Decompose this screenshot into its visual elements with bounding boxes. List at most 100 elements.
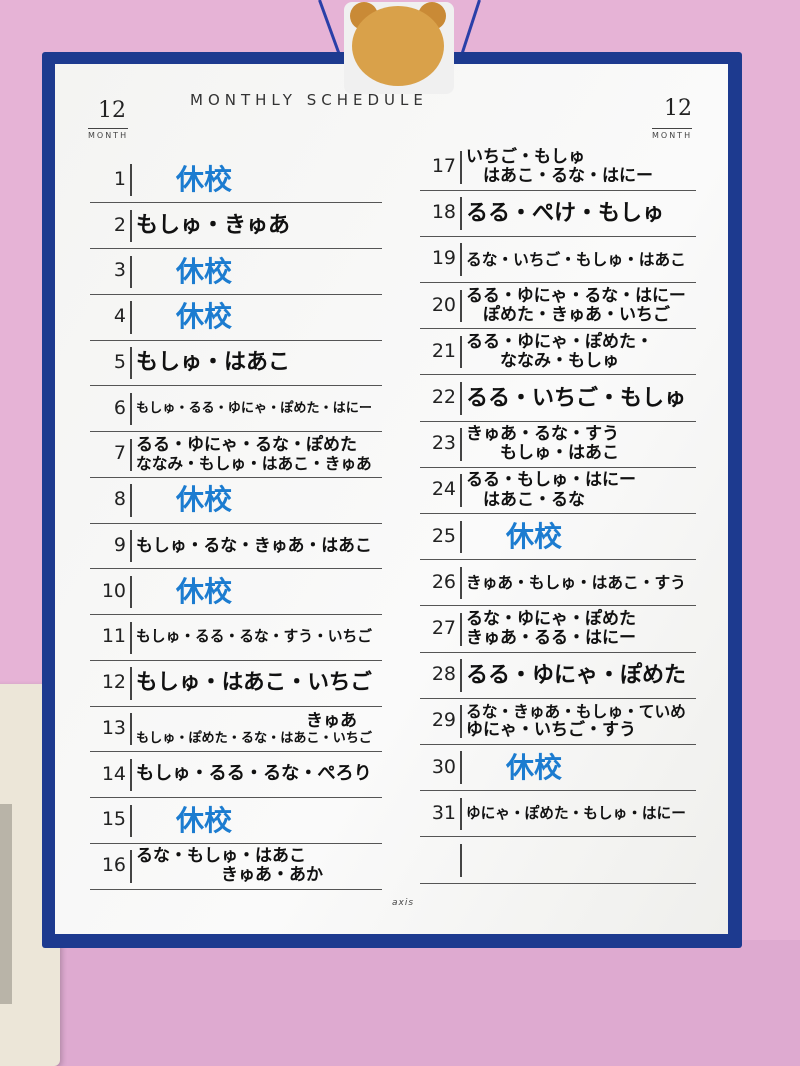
divider: [460, 243, 462, 277]
month-number-left: 12: [98, 98, 126, 123]
schedule-row: 6 もしゅ・るる・ゆにゃ・ぽめた・はにー: [90, 387, 382, 432]
day-entry: [466, 838, 696, 883]
day-number: 12: [101, 671, 126, 694]
divider: [130, 484, 132, 517]
day-number: 1: [113, 167, 126, 190]
bear-sticker: [344, 2, 454, 94]
month-label-left: MONTH: [88, 128, 129, 140]
schedule-row: 11 もしゅ・るる・るな・すう・いちご: [90, 616, 382, 661]
attendee-names: るる・ゆにゃ・るな・ぽめた: [136, 434, 357, 455]
attendee-names: ゆにゃ・いちご・すう: [466, 719, 636, 740]
attendee-names: もしゅ・るる・るな・ぺろり: [136, 763, 372, 785]
attendee-names: きゅあ・あか: [136, 865, 323, 886]
schedule-row: 23 きゅあ・るな・すう もしゅ・はあこ: [420, 422, 696, 468]
day-entry: るな・いちご・もしゅ・はあこ: [466, 237, 696, 282]
attendee-names: もしゅ・ぽめた・るな・はあこ・いちご: [136, 731, 372, 747]
day-number: 15: [101, 808, 126, 831]
day-number: 5: [113, 350, 126, 373]
divider: [130, 255, 132, 288]
day-entry: もしゅ・るる・ゆにゃ・ぽめた・はにー: [136, 387, 382, 431]
day-number: 14: [101, 762, 126, 785]
schedule-row: 29 るな・きゅあ・もしゅ・ていめ ゆにゃ・いちご・すう: [420, 699, 696, 745]
schedule-row: 2 もしゅ・きゅあ: [90, 204, 382, 249]
schedule-row: 26 きゅあ・もしゅ・はあこ・すう: [420, 561, 696, 607]
day-entry: もしゅ・きゅあ: [136, 204, 382, 248]
divider: [130, 850, 132, 883]
day-entry: もしゅ・るる・るな・すう・いちご: [136, 616, 382, 660]
schedule-row: 22 るる・いちご・もしゅ: [420, 376, 696, 422]
day-number: 17: [431, 155, 456, 178]
day-number: 21: [431, 339, 456, 362]
divider: [130, 301, 132, 334]
day-entry: るる・ぺけ・もしゅ: [466, 191, 696, 236]
attendee-names: るる・いちご・もしゅ: [466, 385, 687, 411]
attendee-names: きゅあ: [136, 710, 357, 731]
attendee-names: もしゅ・きゅあ: [136, 213, 291, 239]
attendee-names: るな・もしゅ・はあこ: [136, 845, 306, 866]
school-closed-label: 休校: [176, 574, 233, 608]
day-entry: きゅあ・るな・すう もしゅ・はあこ: [466, 422, 696, 467]
schedule-row: 24 るる・もしゅ・はにー はあこ・るな: [420, 468, 696, 514]
day-entry: るる・いちご・もしゅ: [466, 376, 696, 421]
divider: [460, 151, 462, 184]
schedule-row: 20 るる・ゆにゃ・るな・はにー ぽめた・きゅあ・いちご: [420, 284, 696, 330]
schedule-row: 18 るる・ぺけ・もしゅ: [420, 191, 696, 237]
day-number: 28: [431, 663, 456, 686]
schedule-row: 30 休校: [420, 745, 696, 792]
attendee-names: はあこ・るな・はにー: [466, 166, 653, 187]
switch-plate: [0, 804, 12, 1004]
attendee-names: ゆにゃ・ぽめた・もしゅ・はにー: [466, 804, 686, 822]
school-closed-label: 休校: [176, 300, 233, 334]
divider: [130, 347, 132, 380]
day-number: 30: [431, 755, 456, 778]
school-closed-label: 休校: [176, 483, 233, 517]
divider: [130, 621, 132, 654]
attendee-names: いちご・もしゅ: [466, 146, 585, 167]
divider: [460, 428, 462, 461]
day-entry: るな・きゅあ・もしゅ・ていめ ゆにゃ・いちご・すう: [466, 699, 696, 744]
wall: [0, 940, 800, 1066]
day-number: 31: [431, 801, 456, 824]
schedule-row: 28 るる・ゆにゃ・ぽめた: [420, 653, 696, 699]
divider: [460, 751, 462, 785]
day-number: 9: [113, 533, 126, 556]
day-number: 23: [431, 432, 456, 455]
day-number: 3: [113, 259, 126, 282]
schedule-row: 27 るな・ゆにゃ・ぽめた きゅあ・るる・はにー: [420, 607, 696, 653]
day-entry: 休校: [136, 478, 382, 522]
schedule-row: 19 るな・いちご・もしゅ・はあこ: [420, 237, 696, 284]
day-entry: 休校: [136, 799, 382, 843]
day-entry: もしゅ・はあこ・いちご: [136, 661, 382, 705]
hanging-cord: [318, 0, 342, 57]
day-entry: るる・ゆにゃ・るな・はにー ぽめた・きゅあ・いちご: [466, 284, 696, 329]
day-entry: もしゅ・はあこ: [136, 341, 382, 385]
month-label-right: MONTH: [652, 128, 693, 140]
attendee-names: もしゅ・るな・きゅあ・はあこ: [136, 535, 372, 556]
divider: [130, 392, 132, 425]
schedule-row: 4 休校: [90, 295, 382, 341]
divider: [130, 713, 132, 746]
day-entry: 休校: [136, 158, 382, 202]
day-number: 27: [431, 616, 456, 639]
attendee-names: るる・ゆにゃ・ぽめた・: [466, 331, 653, 352]
day-entry: もしゅ・るな・きゅあ・はあこ: [136, 524, 382, 568]
day-number: 4: [113, 305, 126, 328]
day-entry: 休校: [136, 295, 382, 339]
attendee-names: ななみ・もしゅ・はあこ・きゅあ: [136, 454, 372, 474]
divider: [130, 164, 132, 197]
schedule-row: 1 休校: [90, 158, 382, 204]
attendee-names: もしゅ・はあこ: [136, 350, 291, 376]
attendee-names: ななみ・もしゅ: [466, 351, 619, 372]
divider: [130, 438, 132, 471]
day-number: 16: [101, 854, 126, 877]
divider: [460, 197, 462, 230]
attendee-names: きゅあ・もしゅ・はあこ・すう: [466, 573, 686, 592]
schedule-row: 31 ゆにゃ・ぽめた・もしゅ・はにー: [420, 792, 696, 838]
school-closed-label: 休校: [506, 519, 563, 553]
day-number: 11: [101, 625, 126, 648]
schedule-row: 14 もしゅ・るる・るな・ぺろり: [90, 753, 382, 798]
day-number: 7: [113, 442, 126, 465]
divider: [130, 209, 132, 242]
day-entry: ゆにゃ・ぽめた・もしゅ・はにー: [466, 792, 696, 837]
schedule-row: 16 るな・もしゅ・はあこ きゅあ・あか: [90, 844, 382, 890]
